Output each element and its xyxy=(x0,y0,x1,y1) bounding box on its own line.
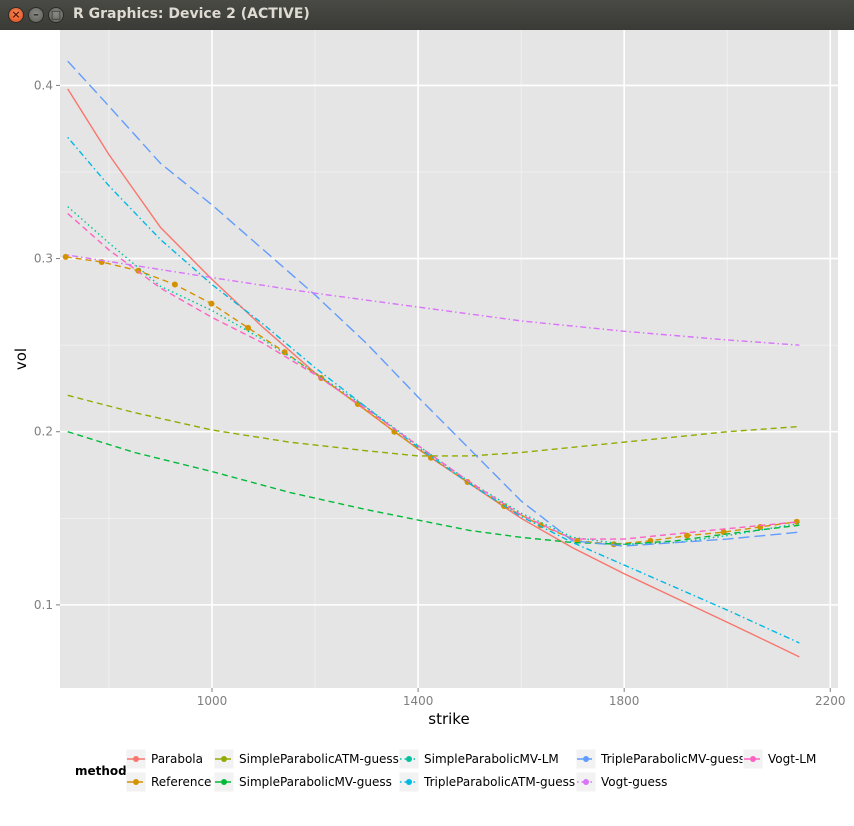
maximize-window-button[interactable]: □ xyxy=(48,7,64,23)
series-line-simpleparabolicmv-guess xyxy=(67,431,800,545)
legend-label: SimpleParabolicATM-guess xyxy=(239,752,399,766)
window-title: R Graphics: Device 2 (ACTIVE) xyxy=(73,6,310,22)
minimize-window-button[interactable]: – xyxy=(28,7,44,23)
legend-label: Vogt-LM xyxy=(768,752,816,766)
x-tick-label: 1800 xyxy=(609,694,640,708)
series-line-vogt-lm xyxy=(67,213,800,540)
series-line-tripleparabolicmv-guess xyxy=(67,60,800,547)
y-tick-label: 0.3 xyxy=(34,252,53,266)
series-line-parabola xyxy=(67,88,800,658)
legend-label: SimpleParabolicMV-LM xyxy=(424,752,559,766)
legend-label: Parabola xyxy=(151,752,203,766)
legend-key-point xyxy=(583,756,589,762)
legend-label: SimpleParabolicMV-guess xyxy=(239,775,392,789)
legend-key-point xyxy=(406,779,412,785)
close-window-button[interactable]: × xyxy=(8,7,24,23)
x-tick-label: 2200 xyxy=(815,694,846,708)
legend-key-point xyxy=(750,756,756,762)
legend-key-point xyxy=(221,756,227,762)
x-axis-title: strike xyxy=(428,710,469,728)
legend-label: TripleParabolicATM-guess xyxy=(423,775,575,789)
legend-key-point xyxy=(583,779,589,785)
y-tick-label: 0.1 xyxy=(34,598,53,612)
legend-key-point xyxy=(133,756,139,762)
data-point xyxy=(208,300,215,307)
data-point xyxy=(354,401,361,408)
y-axis-title: vol xyxy=(12,348,30,370)
legend-title: method xyxy=(75,764,127,778)
data-point xyxy=(684,532,691,539)
data-point xyxy=(171,281,178,288)
plot-panel xyxy=(60,30,838,688)
legend-key-point xyxy=(133,779,139,785)
series-line-simpleparabolicatm-guess xyxy=(67,394,800,457)
x-tick-label: 1000 xyxy=(197,694,228,708)
plot-canvas: 1000 1400 1800 2200 0.1 0.2 0.3 0.4 strike vol me… xyxy=(0,30,854,822)
data-point xyxy=(281,349,288,356)
y-tick-label: 0.4 xyxy=(34,78,53,92)
legend-label: Vogt-guess xyxy=(601,775,667,789)
x-tick-label: 1400 xyxy=(403,694,434,708)
series-line-vogt-guess xyxy=(67,254,800,346)
series-line-tripleparabolicatm-guess xyxy=(67,136,800,644)
data-point xyxy=(62,253,69,260)
line-chart: 1000 1400 1800 2200 0.1 0.2 0.3 0.4 strike vol me… xyxy=(12,30,846,793)
legend-key-point xyxy=(406,756,412,762)
legend-label: TripleParabolicMV-guess xyxy=(600,752,745,766)
legend-key-point xyxy=(221,779,227,785)
data-point xyxy=(245,324,252,331)
window-titlebar: × – □ R Graphics: Device 2 (ACTIVE) xyxy=(0,0,854,30)
y-tick-label: 0.2 xyxy=(34,425,53,439)
legend-label: Reference xyxy=(151,775,211,789)
